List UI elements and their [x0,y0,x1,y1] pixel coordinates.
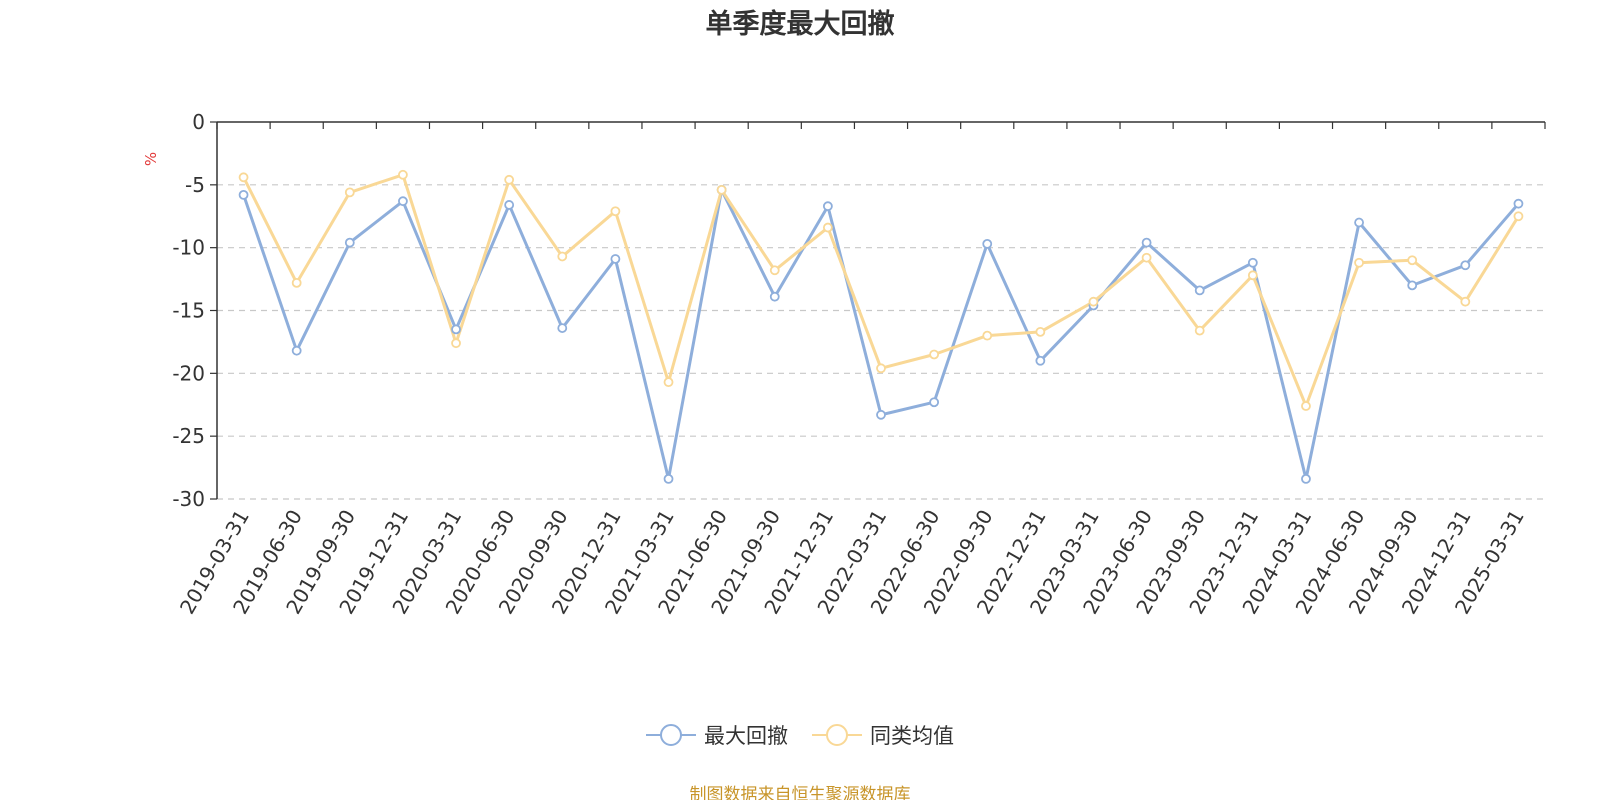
legend-item-series-2[interactable]: 同类均值 [812,720,954,750]
legend-item-series-1[interactable]: 最大回撤 [646,720,788,750]
y-tick-label: -5 [185,173,205,197]
series-2-point [1035,326,1046,337]
data-source-note: 制图数据来自恒生聚源数据库 [689,785,911,800]
series-1-point [663,473,674,484]
series-1-point [504,200,515,210]
series-2-point [610,206,621,217]
legend-series-1-marker-icon [646,724,696,746]
series-2-point [557,251,568,262]
series-2-point [1513,211,1524,222]
series-2-point [1301,401,1311,411]
series-1-point [398,196,408,207]
series-1-point [1141,237,1152,248]
y-tick-label: -15 [172,299,205,323]
series-1-point [610,254,621,264]
series-2-point [238,172,249,183]
series-1-point [1513,198,1524,209]
series-1-point [876,409,886,420]
series-1-point [1301,473,1311,484]
series-1-point [822,201,833,212]
series-2-point [1088,296,1099,307]
legend-series-2-marker-icon [812,724,862,746]
series-1-point [929,397,940,408]
series-1-point [769,291,780,302]
series-2-point [1194,325,1205,336]
series-1-point [557,323,568,333]
series-2-point [876,363,886,374]
y-tick-label: -10 [172,236,205,260]
y-tick-label: -25 [172,424,205,448]
series-2-point [451,338,461,349]
y-tick-label: -20 [172,361,205,385]
series-2-point [1407,255,1418,266]
series-1-point [238,189,249,200]
chart-title: 单季度最大回撤 [705,9,895,40]
series-1-point [1247,257,1258,268]
legend-series-1-label: 最大回撤 [704,724,788,748]
series-2-point [1354,257,1364,268]
series-2-point [929,349,940,360]
series-2-point [822,222,833,233]
series-2-point [663,377,674,388]
series-1-point [1035,355,1046,366]
series-1-point [344,237,355,248]
legend-series-2-label: 同类均值 [870,724,954,748]
series-2-point [716,184,727,195]
series-2-point [291,277,302,288]
series-1-point [1194,285,1205,296]
series-2-point [982,330,993,341]
series-1-point [291,345,302,356]
series-2-point [504,174,515,185]
series-2-point [344,187,355,198]
series-2-point [1247,270,1258,281]
legend: 最大回撤 同类均值 [0,720,1600,750]
series-2-point [1141,252,1152,263]
series-2-point [1460,296,1471,307]
line-chart: 0-5-10-15-20-25-302019-03-312019-06-3020… [172,110,1546,618]
y-tick-label: -30 [172,487,205,511]
series-1-point [1354,217,1364,228]
series-2-point [769,265,780,276]
series-1-line [242,188,1520,481]
series-1-point [1460,260,1471,271]
series-1-point [1407,280,1418,291]
series-1-point [982,238,993,249]
series-2-point [398,169,408,180]
series-1-point [451,324,461,335]
y-tick-label: 0 [192,110,205,134]
